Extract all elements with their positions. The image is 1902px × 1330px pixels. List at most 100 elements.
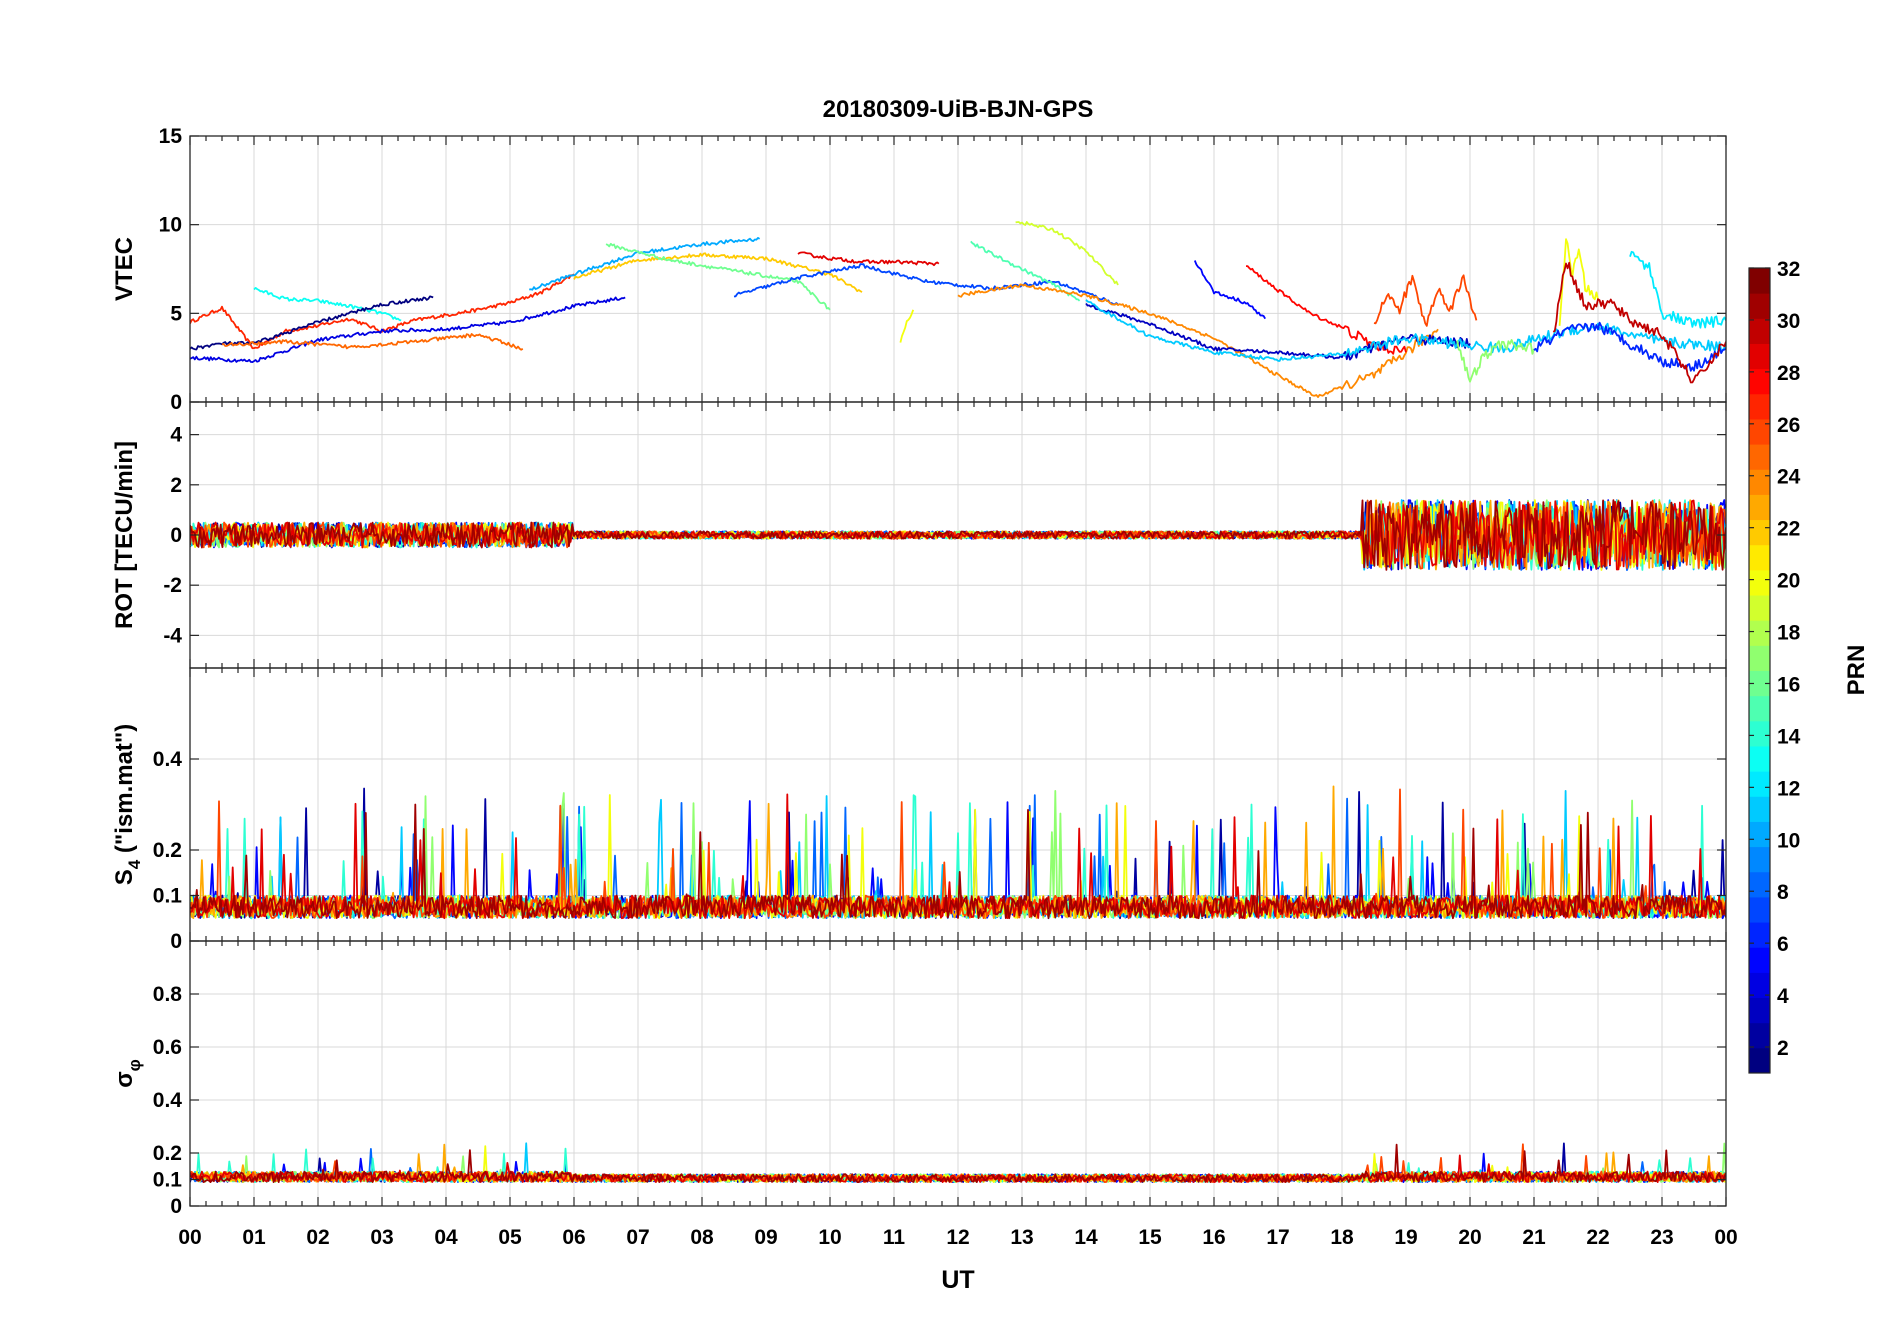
- colorbar-segment: [1749, 595, 1770, 621]
- colorbar-segment: [1749, 494, 1770, 521]
- colorbar-tick-label: 16: [1777, 673, 1800, 696]
- series-prn-17: [1456, 339, 1535, 383]
- series-prn-26: [190, 499, 1726, 571]
- series-prn-24: [957, 283, 1439, 398]
- x-tick-label: 04: [434, 1226, 458, 1249]
- y-tick-label: 0.2: [153, 839, 182, 862]
- series-prn-27: [190, 273, 575, 350]
- series-prn-13: [253, 287, 402, 322]
- colorbar-segment: [1749, 871, 1770, 898]
- series-prn-20: [899, 309, 915, 343]
- colorbar-segment: [1749, 293, 1770, 319]
- series-prn-30: [1552, 261, 1726, 384]
- y-tick-label: 5: [170, 302, 182, 325]
- colorbar-tick-label: 26: [1777, 414, 1800, 437]
- y-tick-label: 0.8: [153, 983, 183, 1006]
- panel-vtec: 0 5 10 15 VTEC: [111, 125, 1727, 414]
- colorbar-tick-label: 6: [1777, 933, 1789, 956]
- x-tick-label: 01: [242, 1226, 266, 1249]
- colorbar-segment: [1749, 393, 1770, 420]
- y-tick-label: 4: [170, 424, 182, 447]
- colorbar-segment: [1749, 947, 1770, 973]
- y-tick-label: 2: [170, 474, 182, 497]
- colorbar-frame: [1748, 267, 1771, 1074]
- series-prn-29: [797, 251, 940, 267]
- colorbar-segment: [1749, 368, 1770, 395]
- colorbar-tick-label: 32: [1777, 258, 1800, 281]
- traces-vtec: [190, 221, 1726, 398]
- colorbar-segment: [1749, 796, 1770, 822]
- series-prn-16: [605, 242, 831, 311]
- y-axis-label: S4 ("ism.mat"): [111, 724, 144, 886]
- colorbar-segment: [1749, 318, 1770, 344]
- x-tick-label: 18: [1330, 1226, 1354, 1249]
- y-tick-label: 0: [170, 1195, 182, 1218]
- series-prn-12: [1629, 250, 1726, 329]
- colorbar-tick-label: 8: [1777, 881, 1789, 904]
- x-tick-label: 22: [1586, 1226, 1609, 1249]
- x-tick-label: 17: [1266, 1226, 1289, 1249]
- y-tick-label: 0: [170, 524, 182, 547]
- panels: 0 5 10 15 VTEC -4 -2 0 2 4 ROT [TECU/min] 0 0.1 0.2 0.…: [111, 125, 1727, 1218]
- traces-sigma: [190, 1142, 1726, 1183]
- colorbar-tick-label: 12: [1777, 777, 1800, 800]
- colorbar-segment: [1749, 846, 1770, 873]
- colorbar-segment: [1749, 771, 1770, 797]
- y-tick-label: 0.4: [153, 748, 183, 771]
- y-tick-label: 0.1: [153, 1169, 183, 1192]
- colorbar-tick-label: 14: [1777, 725, 1801, 748]
- panel-sigma: 0 0.1 0.2 0.4 0.6 0.8 σφ: [111, 940, 1727, 1218]
- x-tick-label: 06: [562, 1226, 585, 1249]
- series-prn-11: [1085, 299, 1726, 362]
- colorbar-tick-label: 2: [1777, 1037, 1789, 1060]
- chart-title: 20180309-UiB-BJN-GPS: [823, 96, 1094, 123]
- colorbar-tick-label: 18: [1777, 622, 1801, 645]
- colorbar-segment: [1749, 469, 1770, 495]
- colorbar-segment: [1749, 821, 1770, 848]
- series-prn-31: [190, 499, 1726, 571]
- colorbar-tick-label: 28: [1777, 362, 1801, 385]
- series-prn-4: [190, 296, 626, 363]
- y-axis-label-sub: 4: [125, 859, 144, 869]
- colorbar-tick-label: 22: [1777, 518, 1800, 541]
- x-axis: 00 01 02 03 04 05 06 07 08 09 10 11 12 13 14 15 16 17 18 19…: [178, 1226, 1737, 1249]
- x-tick-label: 08: [690, 1226, 714, 1249]
- colorbar-segment: [1749, 519, 1770, 546]
- traces-rot: [190, 499, 1726, 571]
- x-tick-label: 11: [883, 1226, 906, 1249]
- x-tick-label: 20: [1458, 1226, 1481, 1249]
- y-tick-label: -2: [163, 574, 182, 597]
- x-tick-label: 13: [1010, 1226, 1033, 1249]
- colorbar-segment: [1749, 720, 1770, 747]
- x-tick-label: 15: [1138, 1226, 1162, 1249]
- colorbar-segment: [1749, 670, 1770, 697]
- colorbar-segment: [1749, 972, 1770, 999]
- colorbar-segment: [1749, 343, 1770, 370]
- y-tick-label: 0: [170, 391, 182, 414]
- series-prn-7: [733, 263, 1119, 306]
- colorbar-segment: [1749, 645, 1770, 671]
- x-tick-label: 10: [818, 1226, 841, 1249]
- x-tick-label: 21: [1522, 1226, 1546, 1249]
- colorbar-segment: [1749, 997, 1770, 1024]
- series-prn-26: [1373, 274, 1478, 327]
- series-prn-20: [1558, 238, 1599, 326]
- y-tick-label: 0.2: [153, 1142, 182, 1165]
- colorbar-label: PRN: [1843, 645, 1870, 696]
- series-prn-28: [1246, 265, 1407, 355]
- x-tick-label: 07: [626, 1226, 649, 1249]
- y-axis-label-main: S: [111, 869, 138, 885]
- x-tick-label: 14: [1074, 1226, 1098, 1249]
- y-tick-label: 0.1: [153, 885, 183, 908]
- traces-s4: [190, 785, 1726, 920]
- colorbar-segment: [1749, 1022, 1770, 1049]
- series-prn-25: [221, 333, 524, 351]
- colorbar-segment: [1749, 268, 1770, 294]
- x-axis-label: UT: [941, 1266, 974, 1294]
- colorbar-segment: [1749, 896, 1770, 923]
- y-tick-label: 0.4: [153, 1089, 183, 1112]
- colorbar-tick-label: 20: [1777, 570, 1800, 593]
- colorbar-segment: [1749, 1047, 1770, 1074]
- x-tick-label: 09: [754, 1226, 777, 1249]
